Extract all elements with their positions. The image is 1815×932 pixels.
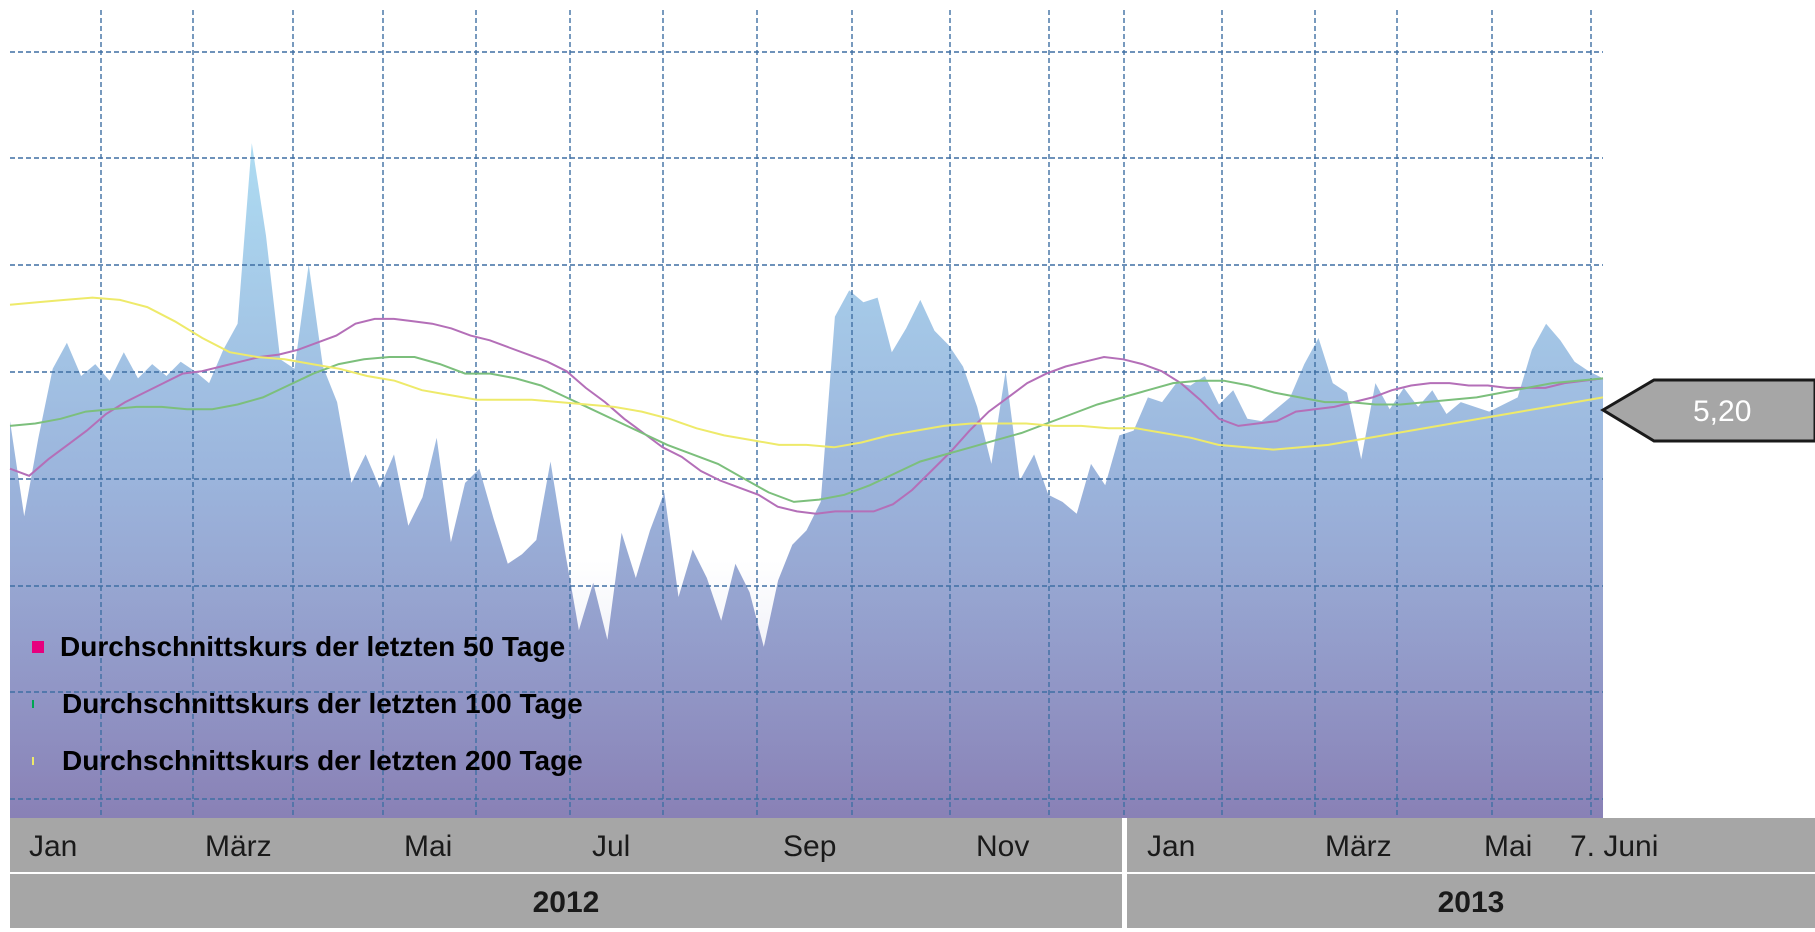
callout-arrow: [1600, 378, 1815, 443]
current-value-callout: [1600, 378, 1815, 443]
moving-average-layer: [9, 296, 1604, 515]
legend-item: Durchschnittskurs der letzten 200 Tage: [32, 732, 583, 789]
legend-label: Durchschnittskurs der letzten 200 Tage: [62, 744, 583, 776]
x-tick-label: 7. Juni: [1570, 830, 1659, 863]
legend-marker: [32, 699, 38, 708]
x-tick-label: Jan: [29, 830, 78, 863]
current-value-label: 5,20: [1693, 395, 1752, 428]
month-axis-2012: [10, 818, 1122, 872]
year-label: 2012: [10, 874, 1122, 928]
x-tick-label: März: [205, 830, 272, 863]
legend-item: Durchschnittskurs der letzten 100 Tage: [32, 675, 583, 732]
year-axis: 2012 2013: [10, 874, 1815, 928]
month-axis-2013: [1127, 818, 1815, 872]
moving-average-line: [9, 317, 1604, 515]
x-tick-label: Mai: [1484, 830, 1533, 863]
moving-average-line: [9, 356, 1604, 503]
legend-marker: [32, 640, 44, 653]
legend: Durchschnittskurs der letzten 50 Tage Dur…: [32, 618, 583, 789]
moving-average-line: [9, 296, 1604, 451]
x-tick-label: Nov: [976, 830, 1030, 863]
month-axis: Jan März Mai Jul Sep Nov Jan März Mai 7. Juni: [10, 818, 1815, 872]
legend-label: Durchschnittskurs der letzten 100 Tage: [62, 687, 583, 719]
legend-marker: [32, 756, 38, 765]
x-tick-label: Jul: [592, 830, 631, 863]
price-area-layer: [10, 143, 1603, 819]
legend-item: Durchschnittskurs der letzten 50 Tage: [32, 618, 583, 675]
year-label: 2013: [1127, 874, 1815, 928]
legend-label: Durchschnittskurs der letzten 50 Tage: [60, 630, 566, 662]
x-tick-label: Sep: [783, 830, 837, 863]
grid-layer: [10, 10, 1603, 818]
area-shade: [10, 560, 1603, 818]
x-tick-label: März: [1325, 830, 1392, 863]
x-tick-label: Jan: [1147, 830, 1196, 863]
x-tick-label: Mai: [404, 830, 453, 863]
